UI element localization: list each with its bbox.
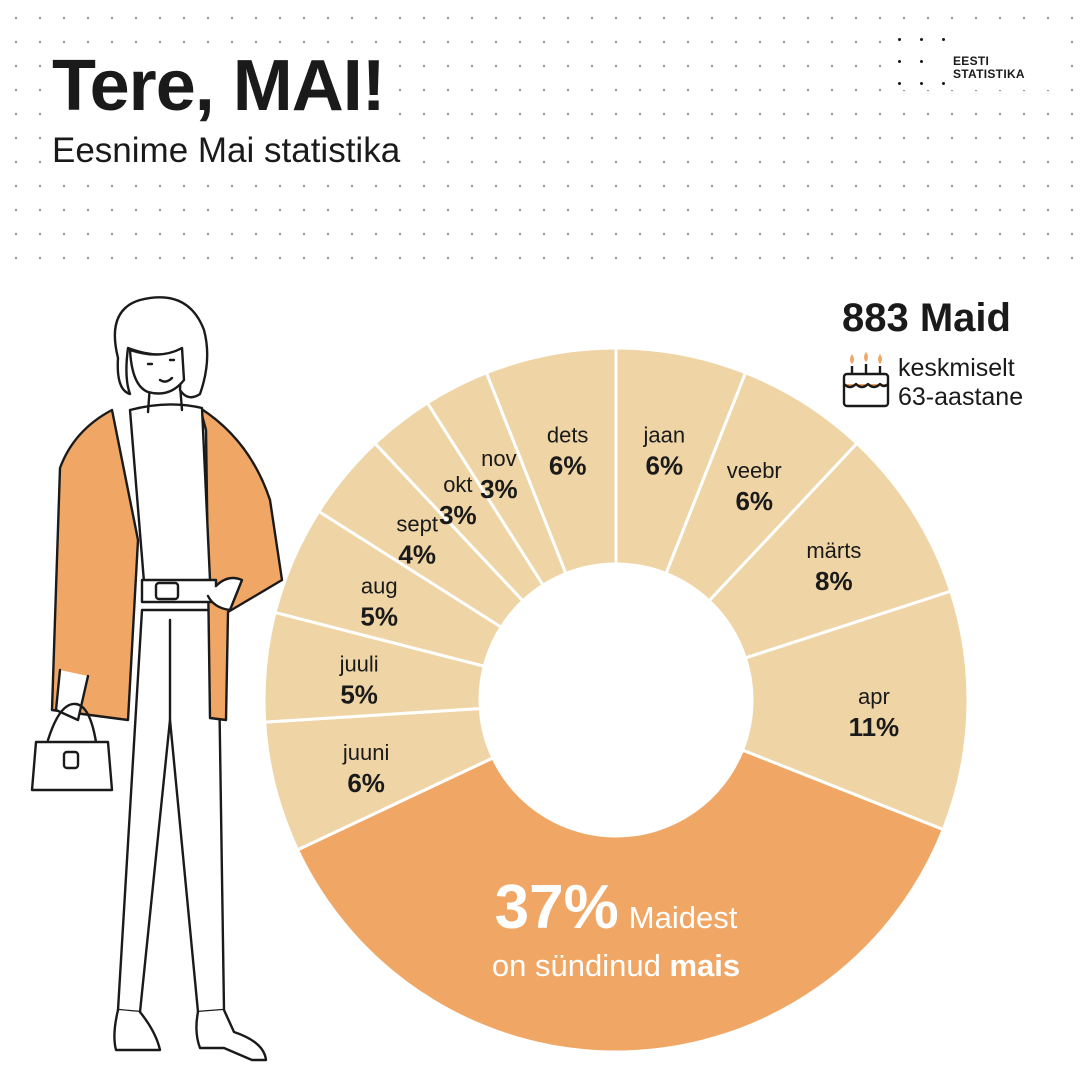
month-label-juuli: juuli: [339, 652, 379, 677]
highlight-subject: Maidest: [629, 900, 738, 935]
highlight-percent: 37%: [495, 873, 619, 942]
month-label-sept: sept: [396, 512, 438, 537]
highlight-line2: on sündinud mais: [492, 948, 740, 983]
page-title: Tere, MAI!: [52, 50, 393, 122]
slice-dets: [484, 346, 618, 576]
woman-illustration-icon: [30, 296, 284, 1062]
avg-age-line1: keskmiselt: [898, 354, 1015, 382]
highlight-line2-text: on sündinud: [492, 948, 670, 983]
percent-label-apr: 11%: [849, 712, 900, 742]
month-label-veebr: veebr: [727, 458, 782, 483]
name-count: 883 Maid: [842, 296, 1011, 340]
month-label-märts: märts: [806, 538, 861, 563]
logo-dots-icon: [898, 36, 948, 86]
logo-text-line1: EESTI: [953, 54, 990, 68]
logo-text-line2: STATISTIKA: [953, 67, 1025, 81]
highlight-line1: 37% Maidest: [495, 873, 738, 942]
month-label-jaan: jaan: [643, 423, 686, 448]
eesti-statistika-logo: EESTI STATISTIKA: [890, 30, 1050, 90]
slice-mai: [295, 748, 946, 1054]
slice-apr: [740, 589, 970, 832]
percent-label-juuni: 6%: [347, 768, 385, 798]
cake-icon: [842, 352, 890, 408]
highlight-month-name: mais: [669, 948, 740, 983]
percent-label-jaan: 6%: [646, 451, 684, 481]
percent-label-juuli: 5%: [340, 680, 378, 710]
percent-label-nov: 3%: [480, 474, 518, 504]
percent-label-märts: 8%: [815, 566, 853, 596]
percent-label-veebr: 6%: [735, 486, 773, 516]
percent-label-okt: 3%: [439, 500, 477, 530]
month-label-okt: okt: [443, 472, 472, 497]
month-label-dets: dets: [547, 423, 589, 448]
page-subtitle: Eesnime Mai statistika: [52, 131, 409, 171]
month-label-apr: apr: [858, 684, 890, 709]
month-label-juuni: juuni: [342, 740, 389, 765]
percent-label-sept: 4%: [398, 540, 436, 570]
percent-label-aug: 5%: [360, 602, 398, 632]
avg-age-line2: 63-aastane: [898, 383, 1024, 411]
percent-label-dets: 6%: [549, 451, 587, 481]
month-label-nov: nov: [481, 446, 516, 471]
month-label-aug: aug: [361, 574, 398, 599]
